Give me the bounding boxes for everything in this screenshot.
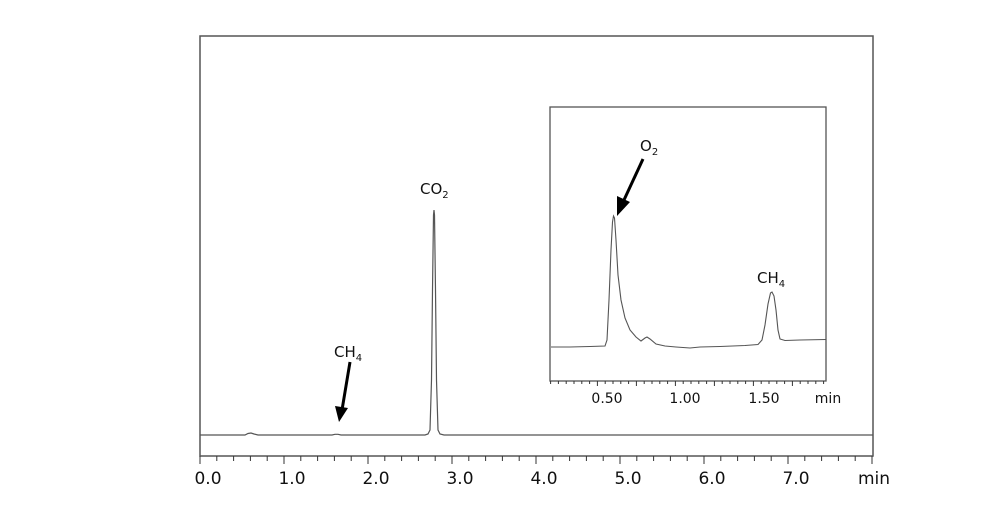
ch4-inset-label: CH4	[757, 269, 785, 290]
o2-label: O2	[640, 137, 658, 158]
arrow-icon	[335, 406, 348, 422]
inset-x-axis-unit: min	[815, 391, 841, 407]
main-x-tick-labels: 0.0 1.0 2.0 3.0 4.0 5.0 6.0 7.0 min	[194, 469, 890, 489]
arrow-icon	[617, 196, 630, 216]
tick-label: 4.0	[530, 469, 557, 489]
main-chromatogram-trace	[200, 209, 873, 436]
tick-label: 7.0	[782, 469, 809, 489]
o2-annotation: O2	[617, 137, 658, 216]
x-axis-unit: min	[858, 469, 890, 489]
inset-plot: 0.50 1.00 1.50 min O2 CH4	[549, 106, 841, 407]
inset-chromatogram-trace	[551, 214, 827, 349]
inset-plot-frame	[549, 106, 827, 382]
ch4-main-label: CH4	[334, 343, 362, 364]
tick-label: 2.0	[362, 469, 389, 489]
inset-tick-label: 1.00	[669, 391, 700, 407]
tick-label: 0.0	[194, 469, 221, 489]
ch4-main-annotation: CH4	[334, 343, 362, 422]
inset-x-axis-ticks	[550, 381, 825, 386]
inset-tick-label: 0.50	[591, 391, 622, 407]
co2-label: CO2	[420, 180, 449, 201]
main-x-axis-ticks	[199, 456, 873, 464]
tick-label: 3.0	[446, 469, 473, 489]
inset-tick-label: 1.50	[748, 391, 779, 407]
tick-label: 6.0	[698, 469, 725, 489]
tick-label: 1.0	[278, 469, 305, 489]
tick-label: 5.0	[614, 469, 641, 489]
